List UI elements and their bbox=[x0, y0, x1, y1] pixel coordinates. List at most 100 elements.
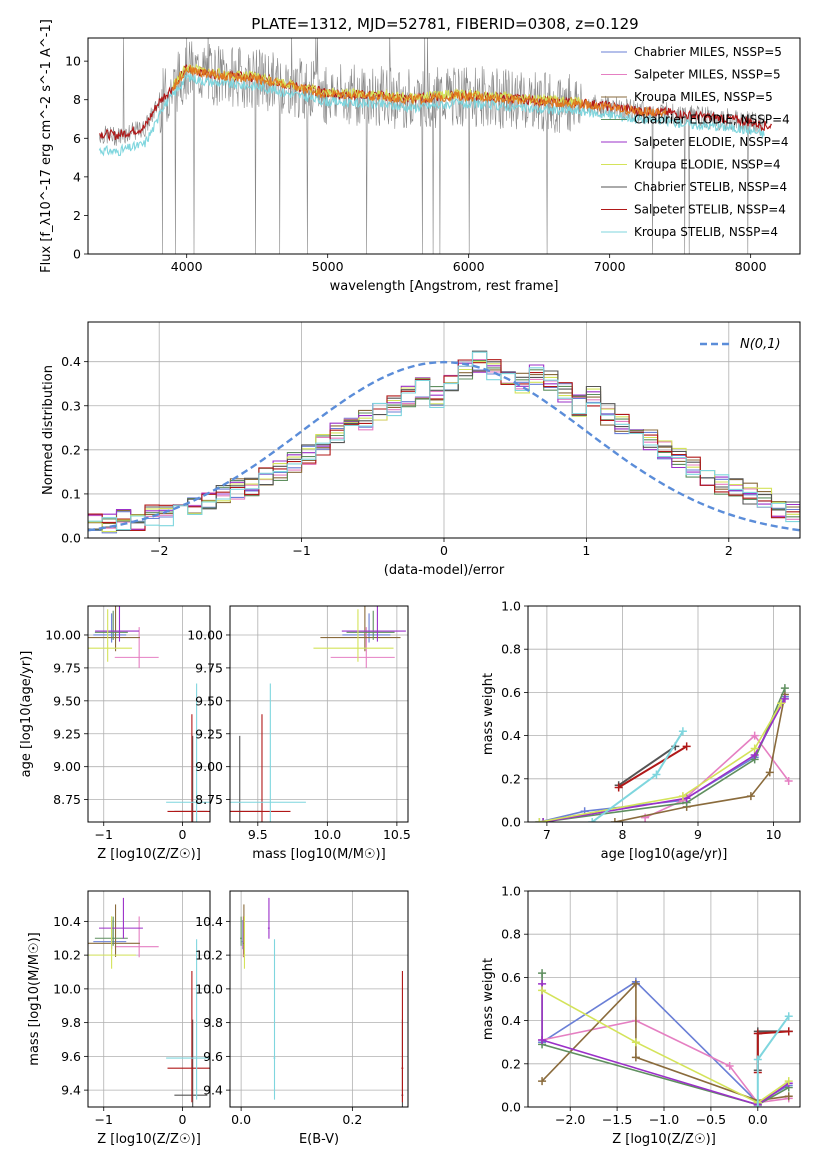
x-tick-label: −1.0 bbox=[649, 1112, 679, 1127]
y-tick-label: 9.6 bbox=[61, 1049, 81, 1064]
y-tick-label: 9.4 bbox=[203, 1083, 223, 1098]
plot-area bbox=[535, 684, 793, 822]
x-tick-label: 6000 bbox=[453, 259, 485, 274]
model-spectrum-orange bbox=[172, 65, 667, 119]
x-axis-label: Z [log10(Z/Z☉)] bbox=[612, 1132, 716, 1147]
weight-line-salpeter_elodie bbox=[541, 983, 790, 1106]
legend-entry: Kroupa STELIB, NSSP=4 bbox=[634, 225, 778, 239]
x-tick-label: 9 bbox=[694, 827, 702, 842]
weight-point bbox=[780, 694, 789, 703]
y-tick-label: 9.00 bbox=[53, 759, 81, 774]
observed-spectrum bbox=[99, 38, 766, 254]
x-axis-label: mass [log10(M/M☉)] bbox=[252, 847, 385, 862]
legend-entry: Salpeter ELODIE, NSSP=4 bbox=[634, 135, 789, 149]
y-tick-label: 9.25 bbox=[53, 726, 81, 741]
weight-point bbox=[753, 1055, 762, 1064]
plot-area bbox=[88, 897, 210, 1107]
y-tick-label: 0.2 bbox=[501, 1056, 521, 1071]
weight-point bbox=[784, 1092, 793, 1101]
residual-histogram-salpeter_miles bbox=[88, 359, 800, 530]
y-tick-label: 9.8 bbox=[61, 1015, 81, 1030]
weight-point bbox=[538, 986, 547, 995]
y-tick-label: 10.2 bbox=[53, 948, 81, 963]
y-tick-label: 0.0 bbox=[501, 815, 521, 830]
legend-entry: Salpeter STELIB, NSSP=4 bbox=[634, 203, 786, 217]
panel-mass-vs-z: −1 0 9.4 9.6 9.8 10.0 10.2 10.4 Z [log10(Z/Z☉)] m… bbox=[27, 890, 211, 1147]
weight-point bbox=[652, 770, 661, 779]
weight-point bbox=[682, 742, 691, 751]
y-tick-label: 0.2 bbox=[501, 771, 521, 786]
figure-title: PLATE=1312, MJD=52781, FIBERID=0308, z=0… bbox=[251, 15, 638, 33]
x-axis-label: age [log10(age/yr)] bbox=[601, 847, 728, 862]
weight-line-salpeter_stelib bbox=[618, 745, 688, 789]
y-tick-label: 10.0 bbox=[53, 981, 81, 996]
legend-entry: N(0,1) bbox=[740, 337, 781, 352]
weight-point bbox=[588, 818, 597, 822]
x-axis-label: wavelength [Angstrom, rest frame] bbox=[330, 279, 559, 294]
weight-point bbox=[777, 699, 786, 708]
weight-point bbox=[784, 1027, 793, 1036]
y-axis-label: Flux [f_λ10^-17 erg cm^-2 s^-1 A^-1] bbox=[39, 19, 54, 273]
x-tick-label: 0.0 bbox=[748, 1112, 768, 1127]
y-tick-label: 0.0 bbox=[61, 531, 81, 546]
x-tick-label: 9.5 bbox=[248, 827, 268, 842]
x-axis-label: (data-model)/error bbox=[384, 563, 505, 578]
weight-point bbox=[535, 818, 544, 822]
x-axis-label: Z [log10(Z/Z☉)] bbox=[97, 1132, 201, 1147]
y-axis-label: mass weight bbox=[481, 958, 496, 1040]
weight-point bbox=[631, 979, 640, 988]
weight-line-salpeter_elodie bbox=[542, 698, 786, 822]
weight-point bbox=[538, 969, 547, 978]
axes-frame bbox=[87, 890, 211, 1108]
weight-point bbox=[538, 1036, 547, 1045]
x-tick-label: 5000 bbox=[312, 259, 344, 274]
legend-entry: Kroupa ELODIE, NSSP=4 bbox=[634, 158, 781, 172]
y-tick-label: 0.3 bbox=[61, 398, 81, 413]
y-tick-label: 9.75 bbox=[53, 660, 81, 675]
y-tick-label: 9.50 bbox=[195, 693, 223, 708]
y-tick-label: 0.4 bbox=[501, 728, 521, 743]
weight-point bbox=[750, 731, 759, 740]
residual-histogram-kroupa_miles bbox=[88, 369, 800, 525]
weight-point bbox=[631, 1053, 640, 1062]
x-tick-label: 0 bbox=[440, 543, 448, 558]
x-tick-label: 0.0 bbox=[231, 1112, 251, 1127]
y-tick-label: 8.75 bbox=[195, 792, 223, 807]
y-tick-label: 0.6 bbox=[501, 685, 521, 700]
y-tick-label: 9.6 bbox=[203, 1049, 223, 1064]
normal-curve bbox=[88, 360, 800, 532]
weight-point bbox=[753, 1103, 762, 1107]
axes-frame bbox=[527, 605, 801, 823]
y-tick-label: 9.8 bbox=[203, 1015, 223, 1030]
weight-point bbox=[725, 1061, 734, 1070]
weight-point bbox=[784, 776, 793, 785]
weight-line-chabrier_stelib bbox=[618, 745, 676, 787]
residual-histogram-chabrier_stelib bbox=[88, 350, 800, 532]
y-tick-label: 4 bbox=[73, 169, 81, 184]
y-tick-label: 10.2 bbox=[195, 948, 223, 963]
plot-area bbox=[538, 969, 793, 1107]
axes-frame bbox=[527, 890, 801, 1108]
x-tick-label: −1.5 bbox=[602, 1112, 632, 1127]
x-tick-label: 0 bbox=[178, 827, 186, 842]
x-tick-label: −2.0 bbox=[555, 1112, 585, 1127]
x-tick-label: 0.2 bbox=[342, 1112, 362, 1127]
legend-entry: Chabrier ELODIE, NSSP=4 bbox=[634, 113, 790, 127]
weight-point bbox=[746, 792, 755, 801]
y-tick-label: 0.2 bbox=[61, 442, 81, 457]
panel-spectrum: 4000 5000 6000 7000 8000 0 2 4 6 8 10 wavelength [A… bbox=[39, 19, 801, 294]
x-tick-label: 7 bbox=[543, 827, 551, 842]
y-tick-label: 9.25 bbox=[195, 726, 223, 741]
plot-area bbox=[240, 897, 404, 1107]
y-tick-label: 9.50 bbox=[53, 693, 81, 708]
residual-histogram-salpeter_stelib bbox=[88, 359, 800, 531]
weight-line-salpeter_miles bbox=[644, 734, 790, 819]
x-tick-label: 8000 bbox=[735, 259, 767, 274]
x-tick-label: 10.5 bbox=[383, 827, 411, 842]
y-tick-label: 0.1 bbox=[61, 486, 81, 501]
x-tick-label: −1 bbox=[95, 1112, 113, 1127]
y-axis-label: age [log10(age/yr)] bbox=[19, 651, 34, 778]
y-tick-label: 0.8 bbox=[501, 642, 521, 657]
y-tick-label: 0.8 bbox=[501, 927, 521, 942]
